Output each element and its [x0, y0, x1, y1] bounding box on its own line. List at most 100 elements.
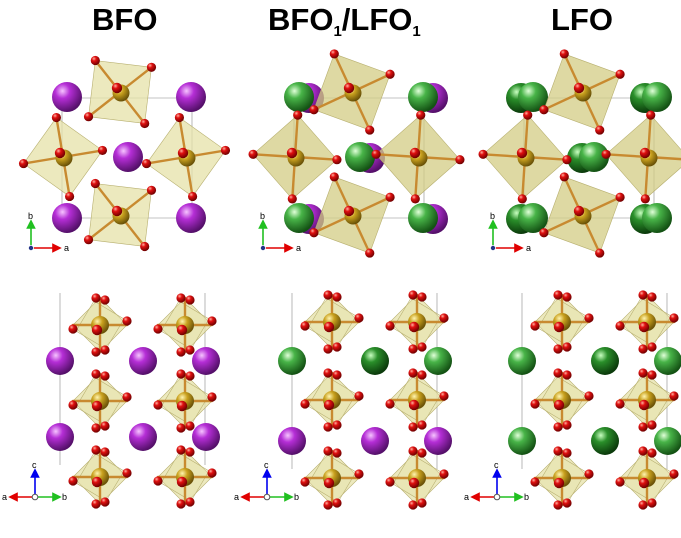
oxygen-atom [187, 191, 198, 202]
apical-oxygen-atom [111, 205, 123, 217]
oxygen-atom [332, 370, 342, 380]
oxygen-atom [140, 118, 150, 129]
oxygen-atom [176, 293, 186, 303]
apical-oxygen-atom [573, 205, 585, 217]
panel-side-bfo: c a b [2, 293, 220, 509]
axis-c-label: c [494, 460, 499, 470]
oxygen-atom [176, 445, 186, 455]
oxygen-atom [385, 477, 395, 487]
oxygen-atom [408, 446, 418, 456]
oxygen-atom [207, 392, 217, 402]
oxygen-atom [417, 420, 427, 430]
axis-c-label: c [264, 460, 269, 470]
oxygen-atom [417, 498, 427, 508]
oxygen-atom [97, 145, 108, 156]
apical-oxygen-atom [323, 477, 335, 489]
lanthanum-atom [642, 82, 672, 112]
oxygen-atom [354, 469, 364, 479]
oxygen-atom [647, 342, 657, 352]
lanthanum-atom [284, 82, 314, 112]
apical-oxygen-atom [91, 324, 103, 336]
title-bfo-lfo-part2: /LFO [341, 2, 413, 37]
oxygen-atom [90, 178, 100, 189]
oxygen-atom [153, 400, 163, 410]
oxygen-atom [91, 293, 101, 303]
oxygen-atom [410, 194, 420, 204]
bismuth-atom [192, 347, 220, 375]
oxygen-atom [185, 371, 195, 381]
oxygen-atom [83, 112, 94, 122]
oxygen-atom [185, 295, 195, 305]
oxygen-atom [91, 369, 101, 379]
oxygen-atom [332, 292, 342, 302]
oxygen-atom [185, 345, 195, 355]
axis-b-label: b [294, 492, 299, 502]
oxygen-atom [68, 400, 78, 410]
lanthanum-atom [408, 203, 438, 233]
oxygen-atom [18, 158, 29, 169]
oxygen-atom [365, 125, 375, 135]
oxygen-atom [153, 324, 163, 334]
oxygen-atom [539, 105, 549, 115]
oxygen-atom [562, 292, 572, 302]
axis-a-label: a [64, 243, 69, 253]
lanthanum-atom [508, 427, 536, 455]
lanthanum-atom [278, 347, 306, 375]
oxygen-atom [293, 110, 303, 120]
oxygen-atom [323, 500, 333, 510]
axis-a-label: a [526, 243, 531, 253]
apical-oxygen-atom [176, 400, 188, 412]
title-sub-1: 1 [333, 23, 342, 40]
apical-oxygen-atom [323, 399, 335, 411]
oxygen-atom [365, 248, 375, 258]
oxygen-atom [647, 498, 657, 508]
oxygen-atom [185, 447, 195, 457]
apical-oxygen-atom [343, 205, 355, 217]
apical-oxygen-atom [54, 147, 66, 159]
oxygen-atom [584, 313, 594, 323]
oxygen-atom [615, 321, 625, 331]
apical-oxygen-atom [177, 147, 189, 159]
apical-oxygen-atom [553, 321, 565, 333]
oxygen-atom [309, 105, 319, 115]
oxygen-atom [638, 422, 648, 432]
oxygen-atom [90, 55, 100, 66]
oxygen-atom [584, 469, 594, 479]
axis-b-label: b [260, 211, 265, 221]
oxygen-atom [207, 316, 217, 326]
axis-origin [259, 244, 266, 251]
lanthanum-atom [345, 142, 375, 172]
oxygen-atom [530, 477, 540, 487]
oxygen-atom [100, 421, 110, 431]
oxygen-atom [669, 391, 679, 401]
oxygen-atom [408, 422, 418, 432]
bismuth-atom [52, 203, 82, 233]
bismuth-atom [129, 347, 157, 375]
lanthanum-atom [579, 142, 609, 172]
oxygen-atom [417, 448, 427, 458]
axis-origin [493, 493, 501, 501]
oxygen-atom [562, 448, 572, 458]
oxygen-atom [385, 192, 395, 202]
apical-oxygen-atom [111, 82, 123, 94]
panel-top-het: ba [248, 49, 465, 258]
apical-oxygen-atom [553, 399, 565, 411]
apical-oxygen-atom [639, 147, 651, 159]
oxygen-atom [83, 235, 94, 245]
bismuth-atom [192, 423, 220, 451]
oxygen-atom [354, 313, 364, 323]
oxygen-atom [408, 500, 418, 510]
lanthanum-atom [518, 203, 548, 233]
oxygen-atom [669, 313, 679, 323]
oxygen-atom [100, 371, 110, 381]
oxygen-atom [530, 321, 540, 331]
panel-side-het: c a b [234, 290, 452, 510]
oxygen-atom [562, 155, 572, 165]
oxygen-atom [354, 391, 364, 401]
oxygen-atom [91, 423, 101, 433]
oxygen-atom [615, 399, 625, 409]
oxygen-atom [287, 194, 297, 204]
title-bfo: BFO [92, 2, 158, 37]
oxygen-atom [332, 498, 342, 508]
oxygen-atom [207, 468, 217, 478]
